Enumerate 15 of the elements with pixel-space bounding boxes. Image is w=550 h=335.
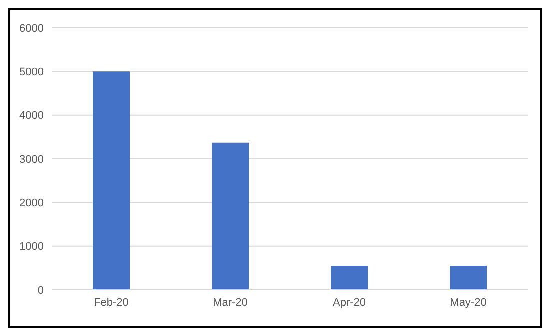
y-tick-label: 0 — [38, 284, 44, 297]
y-tick-label: 4000 — [20, 110, 44, 122]
bar — [450, 266, 487, 290]
y-tick-label: 6000 — [20, 22, 44, 35]
x-tick-label: Mar-20 — [213, 296, 248, 309]
y-tick-label: 5000 — [20, 66, 44, 79]
y-tick-label: 3000 — [20, 154, 44, 166]
bar — [212, 142, 249, 290]
bar — [93, 72, 130, 290]
bar — [331, 266, 368, 290]
x-tick-label: Feb-20 — [94, 296, 129, 309]
y-tick-label: 1000 — [20, 241, 44, 254]
x-tick-label: May-20 — [450, 296, 487, 309]
x-tick-label: Apr-20 — [332, 296, 366, 309]
y-tick-label: 2000 — [20, 198, 44, 210]
